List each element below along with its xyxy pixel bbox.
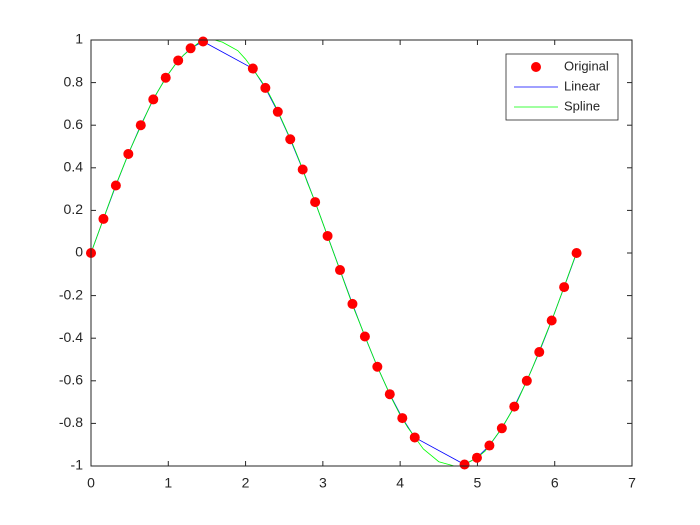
data-point [272, 106, 283, 117]
y-tick-label: -0.8 [59, 414, 83, 430]
y-tick-label: 0.6 [64, 116, 84, 132]
data-point [509, 401, 520, 412]
data-point [546, 315, 557, 326]
data-point [359, 331, 370, 342]
y-tick-label: -0.6 [59, 372, 83, 388]
x-tick-label: 3 [319, 475, 327, 491]
data-point [534, 347, 545, 358]
x-tick-label: 2 [242, 475, 250, 491]
data-point [297, 164, 308, 175]
data-point [496, 423, 507, 434]
data-point [198, 36, 209, 47]
data-point [484, 440, 495, 451]
x-tick-label: 5 [474, 475, 482, 491]
legend-label: Original [564, 58, 609, 73]
data-point [123, 148, 134, 159]
data-point [372, 361, 383, 372]
data-point [471, 452, 482, 463]
data-point [335, 265, 346, 276]
data-point [409, 432, 420, 443]
data-point [322, 230, 333, 241]
data-point [571, 248, 582, 258]
y-tick-label: -0.2 [59, 286, 83, 302]
data-point [459, 459, 470, 470]
y-tick-label: 0 [75, 244, 83, 260]
legend-label: Spline [564, 98, 600, 113]
y-tick-label: 1 [75, 31, 83, 47]
y-tick-label: 0.2 [64, 201, 84, 217]
y-tick-label: 0.8 [64, 73, 84, 89]
x-tick-label: 6 [551, 475, 559, 491]
legend-marker [531, 62, 541, 72]
legend-label: Linear [564, 78, 601, 93]
data-point [347, 298, 358, 309]
data-point [148, 94, 159, 105]
data-point [384, 389, 395, 400]
data-point [173, 55, 184, 66]
data-point [135, 120, 146, 131]
x-tick-label: 4 [396, 475, 404, 491]
data-point [98, 213, 109, 224]
y-tick-label: -0.4 [59, 329, 83, 345]
data-point [397, 413, 408, 424]
x-tick-label: 1 [164, 475, 172, 491]
series-line [90, 39, 577, 467]
y-tick-label: -1 [71, 457, 84, 473]
data-point [559, 282, 570, 293]
data-point [160, 72, 171, 83]
x-tick-label: 0 [87, 475, 95, 491]
axes-box [90, 39, 633, 467]
data-point [310, 197, 321, 208]
data-point [260, 82, 271, 93]
data-point [285, 134, 296, 145]
y-tick-label: 0.4 [64, 159, 84, 175]
data-point [521, 375, 532, 386]
data-point [185, 43, 196, 54]
data-point [247, 63, 258, 74]
x-tick-label: 7 [628, 475, 636, 491]
data-point [110, 180, 121, 191]
